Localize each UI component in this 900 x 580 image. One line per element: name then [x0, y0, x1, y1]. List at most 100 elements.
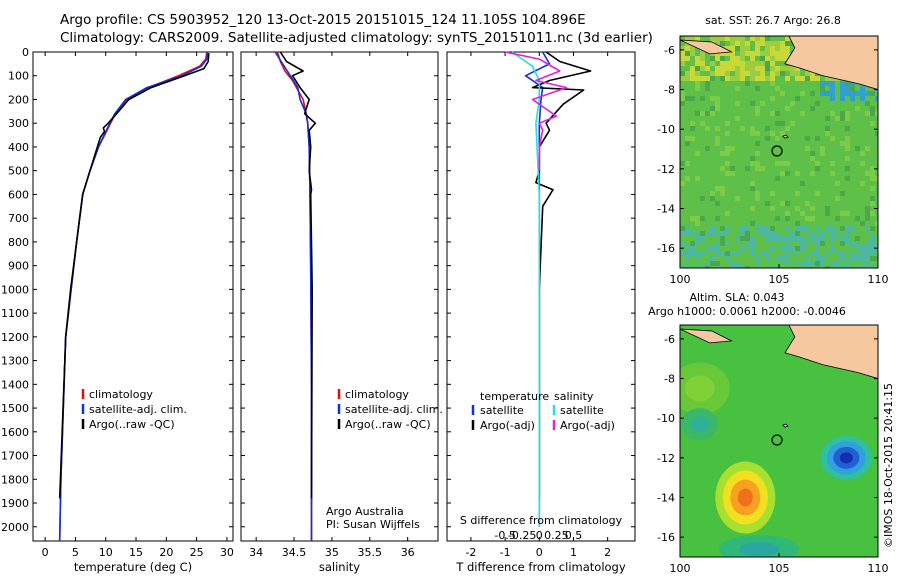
sst-cell [720, 231, 725, 236]
sst-cell [740, 66, 745, 71]
sst-cell [760, 71, 765, 76]
sst-cell [680, 76, 685, 81]
sst-cell [745, 166, 750, 171]
sst-cell [790, 101, 795, 106]
sst-cell [860, 181, 865, 186]
sst-cell [680, 251, 685, 256]
sst-cell [715, 251, 720, 256]
sst-cell [855, 216, 860, 221]
sst-cell [745, 71, 750, 76]
difference-series-temperature-argo-adj- [531, 51, 592, 499]
sst-cell [720, 71, 725, 76]
salinity-series-argo-raw-qc- [279, 51, 317, 499]
diff-legend-title: temperature [480, 390, 549, 403]
salinity-annotation: PI: Susan Wijffels [326, 518, 420, 531]
sst-cell [760, 76, 765, 81]
sst-map-field [680, 36, 878, 268]
temperature-ytick-label: 900 [8, 260, 29, 273]
sst-cell [830, 226, 835, 231]
sst-cell [800, 91, 805, 96]
sst-cell [775, 216, 780, 221]
sst-cell [780, 246, 785, 251]
sst-cell [680, 51, 685, 56]
temperature-xtick-label: 0 [42, 546, 49, 559]
sst-cell [685, 176, 690, 181]
difference-axes-frame [446, 51, 636, 542]
sst-cell [805, 76, 810, 81]
sst-cell [760, 56, 765, 61]
sst-cell [795, 261, 800, 266]
salinity-xtick-label: 35.5 [358, 546, 383, 559]
sst-cell [695, 81, 700, 86]
sst-cell [710, 36, 715, 41]
sst-cell [850, 251, 855, 256]
sst-cell [700, 96, 705, 101]
title-line-1: Argo profile: CS 5903952_120 13-Oct-2015… [60, 12, 586, 28]
sla-anomaly-contour [737, 488, 753, 507]
sst-cell [860, 86, 865, 91]
sst-cell [785, 76, 790, 81]
sst-cell [840, 211, 845, 216]
sst-cell [695, 76, 700, 81]
sst-cell [840, 96, 845, 101]
sst-cell [865, 216, 870, 221]
sst-cell [745, 46, 750, 51]
sst-cell [755, 196, 760, 201]
sst-cell [845, 86, 850, 91]
sst-cell [725, 46, 730, 51]
sst-cell [780, 131, 785, 136]
temperature-xtick-label: 10 [99, 546, 113, 559]
sst-cell [805, 146, 810, 151]
sst-cell [715, 41, 720, 46]
sst-cell [830, 236, 835, 241]
sst-cell [775, 231, 780, 236]
sst-cell [715, 106, 720, 111]
sst-map-sumatra-landmass [680, 39, 733, 55]
sst-cell [840, 91, 845, 96]
sst-cell [770, 81, 775, 86]
sla-map-christmas-island [782, 423, 789, 428]
sst-cell [685, 136, 690, 141]
salinity-xtick-label: 34.5 [282, 546, 307, 559]
sst-cell [715, 216, 720, 221]
sst-cell [755, 86, 760, 91]
sst-cell [735, 41, 740, 46]
sst-cell [780, 56, 785, 61]
sst-cell [730, 266, 735, 268]
sst-cell [765, 36, 770, 41]
sst-cell [755, 36, 760, 41]
sst-cell [770, 66, 775, 71]
sst-cell [785, 66, 790, 71]
sst-cell [715, 101, 720, 106]
sst-cell [865, 266, 870, 268]
sst-cell [690, 66, 695, 71]
sst-cell [780, 51, 785, 56]
sst-cell [810, 76, 815, 81]
salinity-xtick-label: 36 [401, 546, 415, 559]
sst-cell [680, 101, 685, 106]
sst-cell [730, 56, 735, 61]
sla-map-ytick-label: -16 [657, 531, 675, 544]
temperature-ytick-label: 1900 [1, 497, 29, 510]
sst-map-christmas-island [782, 134, 789, 139]
sst-cell [845, 91, 850, 96]
sst-cell [700, 251, 705, 256]
temperature-ytick-label: 1700 [1, 450, 29, 463]
sst-cell [815, 261, 820, 266]
sst-cell [680, 266, 685, 268]
sst-cell [865, 241, 870, 246]
sla-map-java-landmass [784, 325, 878, 379]
sst-cell [830, 171, 835, 176]
sst-cell [690, 71, 695, 76]
sst-cell [770, 131, 775, 136]
sst-cell [855, 241, 860, 246]
sst-cell [825, 206, 830, 211]
sst-cell [795, 221, 800, 226]
sst-cell [765, 236, 770, 241]
sst-cell [725, 226, 730, 231]
sst-cell [830, 86, 835, 91]
sst-cell [735, 236, 740, 241]
sst-cell [790, 121, 795, 126]
sst-cell [860, 151, 865, 156]
sst-cell [705, 111, 710, 116]
